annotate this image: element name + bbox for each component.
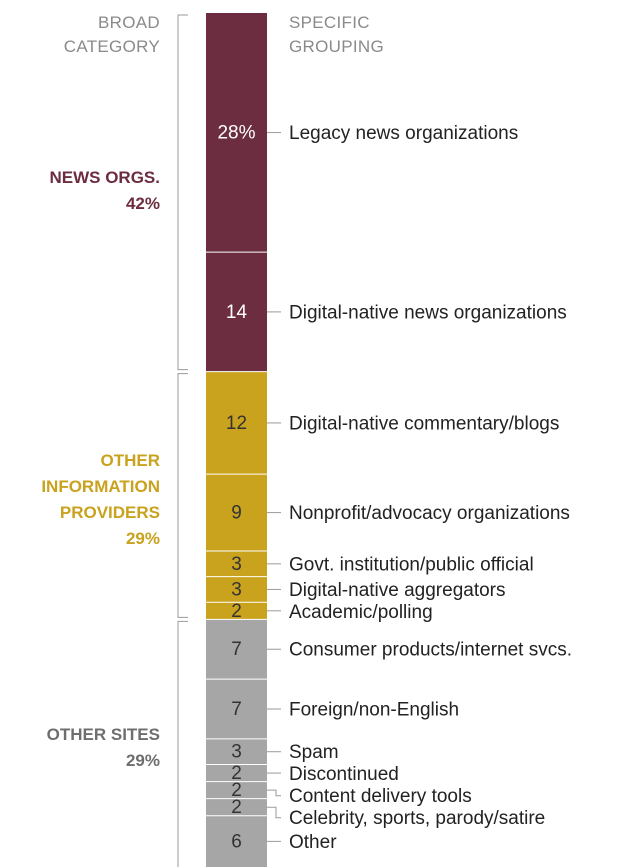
bar-segment — [206, 764, 267, 782]
segment-grouping-label: Digital-native news organizations — [289, 302, 567, 323]
broad-category-header: BROAD CATEGORY — [63, 13, 160, 56]
bar-segment — [206, 474, 267, 552]
segment-grouping-label: Nonprofit/advocacy organizations — [289, 503, 570, 524]
segment-grouping-label: Legacy news organizations — [289, 123, 518, 144]
bar-segment — [206, 13, 267, 253]
segment-value-label: 3 — [231, 579, 242, 600]
segment-grouping-label: Govt. institution/public official — [289, 554, 534, 575]
segment-value-label: 14 — [226, 302, 248, 323]
segment-grouping-label: Consumer products/internet svcs. — [289, 640, 572, 661]
bar-segment — [206, 551, 267, 577]
segment-grouping-label: Digital-native commentary/blogs — [289, 413, 559, 434]
bar-segment — [206, 679, 267, 739]
category-percent: 42% — [125, 194, 160, 213]
category-label: OTHER INFORMATION PROVIDERS 29% — [41, 448, 160, 552]
segment-value-label: 3 — [231, 554, 242, 575]
category-percent: 29% — [125, 751, 160, 770]
segment-value-label: 28% — [217, 123, 255, 144]
segment-grouping-label: Other — [289, 832, 337, 853]
bar-segment — [206, 738, 267, 765]
segment-value-label: 7 — [231, 699, 242, 720]
segment-value-label: 3 — [231, 742, 242, 763]
segment-grouping-label: Content delivery tools — [289, 786, 472, 807]
segment-value-label: 6 — [231, 831, 242, 852]
category-name: OTHER SITES — [46, 725, 160, 744]
category-name: OTHER INFORMATION PROVIDERS — [41, 451, 160, 522]
segment-grouping-label: Digital-native aggregators — [289, 580, 506, 601]
category-bracket — [177, 620, 188, 867]
segment-grouping-label: Celebrity, sports, parody/satire — [289, 808, 545, 829]
bar-segment — [206, 798, 267, 816]
bar-segment — [206, 371, 267, 475]
segment-value-label: 7 — [231, 639, 242, 660]
segment-value-label: 2 — [231, 780, 242, 801]
category-bracket — [177, 14, 188, 371]
segment-value-label: 12 — [226, 413, 247, 434]
segment-grouping-label: Spam — [289, 742, 339, 763]
leader-line — [267, 806, 281, 819]
bar-segment — [206, 252, 267, 372]
leader-line — [267, 789, 281, 797]
category-label: NEWS ORGS. 42% — [49, 165, 160, 217]
segment-value-label: 2 — [231, 601, 242, 622]
specific-grouping-header: SPECIFIC GROUPING — [289, 13, 384, 56]
bar-segment — [206, 781, 267, 799]
segment-grouping-label: Discontinued — [289, 764, 399, 785]
category-name: NEWS ORGS. — [49, 168, 160, 187]
category-label: OTHER SITES 29% — [47, 722, 160, 774]
bar-segment — [206, 602, 267, 620]
segment-value-label: 2 — [231, 763, 242, 784]
segment-grouping-label: Foreign/non-English — [289, 700, 459, 721]
segment-value-label: 9 — [231, 503, 242, 524]
bar-segment — [206, 815, 267, 867]
bar-segment — [206, 619, 267, 680]
bar-segment — [206, 576, 267, 603]
segment-value-label: 2 — [231, 797, 242, 818]
segment-grouping-label: Academic/polling — [289, 602, 433, 623]
category-percent: 29% — [125, 529, 160, 548]
category-bracket — [177, 373, 188, 618]
